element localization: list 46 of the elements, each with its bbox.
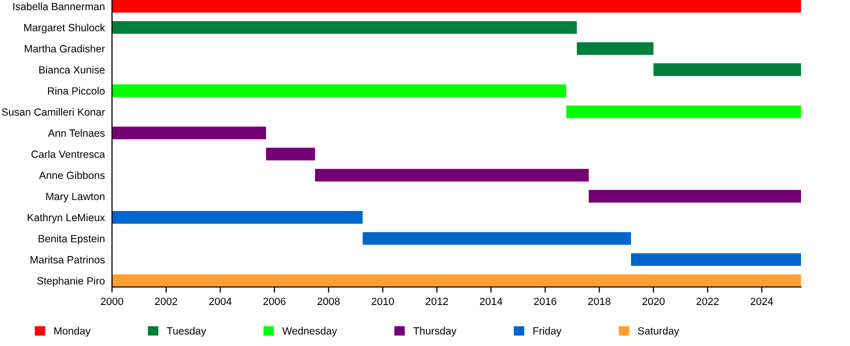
x-tick-label: 2016 [534, 298, 556, 306]
y-tick-label: Benita Epstein [38, 234, 104, 244]
y-tick-label: Martha Gradisher [24, 44, 105, 52]
bar [112, 211, 363, 224]
x-tick-label: 2010 [372, 298, 394, 306]
x-tick-label: 2014 [480, 298, 502, 306]
legend-label: Thursday [413, 326, 456, 337]
x-tick-label: 2008 [318, 298, 340, 306]
bar [112, 0, 801, 13]
y-tick-label: Ann Telnaes [48, 129, 105, 137]
x-tick-label: 2002 [155, 298, 178, 306]
x-tick-label: 2006 [263, 298, 286, 306]
y-tick-label: Susan Camilleri Konar [2, 108, 105, 116]
legend-label: Monday [54, 326, 91, 337]
y-tick-label: Isabella Bannerman [13, 2, 104, 10]
bar [315, 168, 589, 182]
bar [266, 148, 316, 160]
y-tick-label: Carla Ventresca [31, 150, 106, 158]
bar [588, 190, 801, 203]
x-tick-label: 2020 [642, 298, 665, 306]
bar [362, 232, 631, 245]
x-tick-label: 2000 [100, 298, 124, 306]
legend-label: Tuesday [166, 326, 206, 337]
y-tick-label: Margaret Shulock [24, 24, 106, 34]
bar [112, 126, 266, 140]
x-tick-label: 2004 [209, 298, 232, 306]
legend-label: Wednesday [282, 326, 338, 337]
y-tick-label: Maritsa Patrinos [30, 256, 105, 264]
bar [630, 253, 801, 266]
bar [566, 106, 801, 118]
legend-label: Friday [533, 326, 562, 337]
bar [653, 63, 801, 76]
y-tick-label: Bianca Xunise [39, 66, 105, 74]
bar [112, 84, 566, 98]
bar [112, 21, 577, 34]
x-tick-label: 2022 [696, 298, 719, 306]
x-tick-label: 2012 [426, 298, 448, 306]
x-tick-label: 2018 [588, 298, 610, 306]
y-tick-label: Rina Piccolo [48, 86, 105, 95]
x-tick-label: 2024 [750, 298, 774, 306]
bar [576, 42, 654, 55]
y-tick-label: Anne Gibbons [39, 171, 105, 180]
y-tick-label: Kathryn LeMieux [28, 214, 105, 224]
y-tick-label: Mary Lawton [46, 192, 104, 202]
y-tick-label: Stephanie Piro [37, 276, 105, 287]
legend-label: Saturday [638, 326, 680, 337]
